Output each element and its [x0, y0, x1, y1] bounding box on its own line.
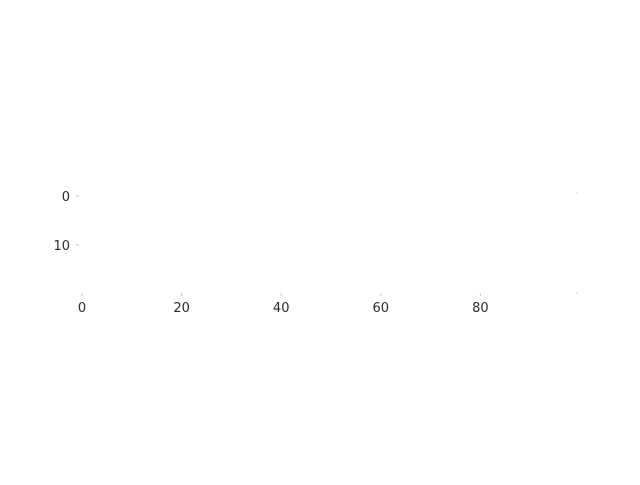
- y-tick-label: 0: [62, 190, 70, 205]
- x-tick-label: 20: [173, 301, 190, 316]
- plot-frame-corners: [576, 192, 578, 294]
- x-tick-label: 80: [472, 301, 489, 316]
- y-axis: 0 10: [53, 190, 79, 254]
- x-tick-label: 40: [273, 301, 290, 316]
- x-tick-label: 0: [78, 301, 86, 316]
- x-tick-label: 60: [373, 301, 390, 316]
- x-axis: 0 20 40 60 80: [78, 293, 489, 316]
- y-tick-label: 10: [53, 239, 70, 254]
